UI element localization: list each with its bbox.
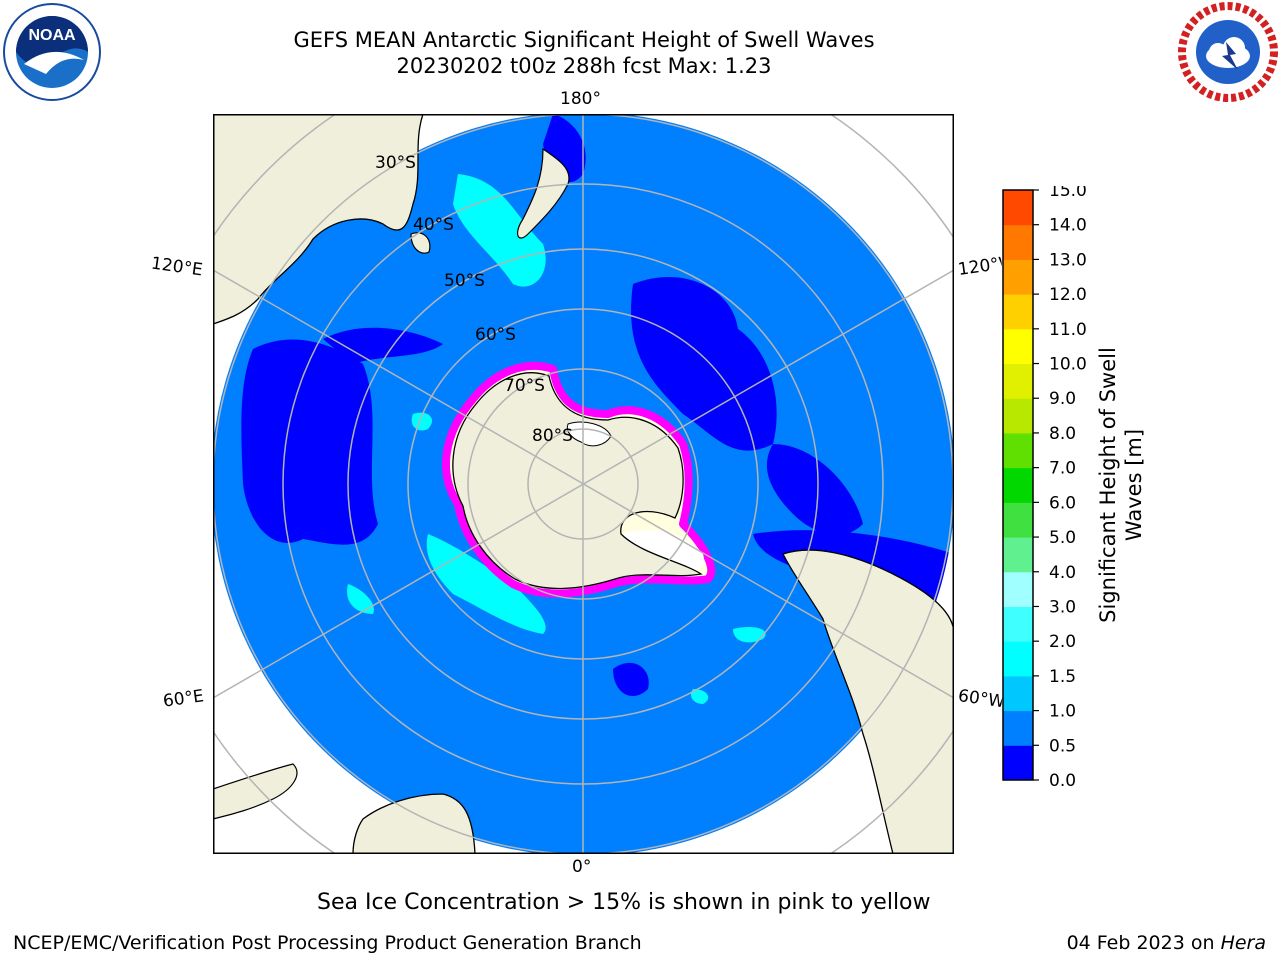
colorbar-tick-label: 4.0 (1049, 563, 1076, 583)
colorbar-segment (1003, 294, 1033, 330)
nws-logo (1178, 2, 1278, 102)
new-zealand-land (516, 147, 570, 239)
colorbar-label-line1: Significant Height of Swell (1096, 347, 1120, 623)
noaa-logo-text: NOAA (28, 27, 76, 44)
moderate-swell-patch (733, 627, 766, 643)
sea-ice-note: Sea Ice Concentration > 15% is shown in … (317, 890, 931, 915)
africa-land (352, 793, 476, 854)
colorbar-tick-label: 0.5 (1049, 736, 1076, 756)
date-stamp: 04 Feb 2023 on Hera (1067, 932, 1266, 954)
colorbar-tick-label: 1.5 (1049, 667, 1076, 687)
colorbar-segment (1003, 745, 1033, 781)
lon-label-120e: 120°E (149, 253, 204, 281)
colorbar-tick-label: 1.0 (1049, 702, 1076, 722)
tasmania-land (410, 232, 431, 254)
colorbar-segment (1003, 224, 1033, 260)
colorbar-segment (1003, 328, 1033, 365)
colorbar-segment (1003, 675, 1033, 712)
forecast-subtitle: 20230202 t00z 288h fcst Max: 1.23 (396, 54, 772, 78)
chart-title: GEFS MEAN Antarctic Significant Height o… (293, 28, 875, 52)
low-swell-region (766, 444, 863, 535)
colorbar-tick-label: 0.0 (1049, 771, 1076, 786)
colorbar-tick-label: 5.0 (1049, 528, 1076, 548)
colorbar-tick-label: 6.0 (1049, 493, 1076, 513)
colorbar-segment (1003, 363, 1033, 399)
lat-label-30s: 30°S (375, 153, 416, 173)
moderate-swell-patch (426, 534, 546, 634)
colorbar-tick-label: 10.0 (1049, 355, 1087, 375)
colorbar-segment (1003, 190, 1033, 226)
colorbar-segment (1003, 710, 1033, 746)
moderate-swell-patch (347, 584, 374, 614)
colorbar-segment (1003, 502, 1033, 538)
madagascar-land (213, 763, 298, 820)
colorbar-label-line2: Waves [m] (1122, 428, 1146, 542)
colorbar-segment (1003, 467, 1033, 503)
south-america-land (782, 549, 954, 854)
colorbar-segment (1003, 641, 1033, 677)
colorbar-tick-label: 9.0 (1049, 389, 1076, 409)
lon-label-60w: 60°W (956, 686, 1004, 712)
colorbar-segment (1003, 571, 1033, 607)
lat-label-80s: 80°S (532, 426, 573, 446)
lat-label-70s: 70°S (504, 376, 545, 396)
lon-label-0: 0° (572, 857, 592, 877)
lat-label-40s: 40°S (413, 215, 454, 235)
colorbar-segment (1003, 259, 1033, 295)
colorbar-tick-label: 14.0 (1049, 216, 1087, 236)
date-text: 04 Feb 2023 on (1066, 932, 1221, 954)
colorbar-segment (1003, 606, 1033, 642)
low-swell-region (323, 327, 443, 364)
colorbar-tick-label: 11.0 (1049, 320, 1087, 340)
colorbar-segment (1003, 432, 1033, 469)
colorbar-segment (1003, 537, 1033, 573)
australia-land (213, 114, 424, 325)
moderate-swell-patch (453, 174, 546, 287)
colorbar-tick-label: 3.0 (1049, 597, 1076, 617)
credit-text: NCEP/EMC/Verification Post Processing Pr… (13, 932, 642, 954)
colorbar-tick-label: 12.0 (1049, 285, 1087, 305)
polar-map: 30°S 40°S 50°S 60°S 70°S 80°S (213, 114, 954, 854)
noaa-logo: NOAA (2, 2, 102, 102)
lon-label-60e: 60°E (161, 686, 206, 712)
colorbar: 0.0 0.5 1.0 1.5 2.0 3.0 4.0 5.0 6.0 7.0 8.0 9.0 10.0… (1000, 181, 1110, 791)
colorbar-segment (1003, 398, 1033, 434)
colorbar-label: Significant Height of Swell Waves [m] (1095, 335, 1155, 635)
colorbar-frame (1002, 189, 1034, 781)
colorbar-tick-label: 15.0 (1049, 186, 1087, 201)
map-frame (213, 114, 954, 854)
colorbar-tick-label: 8.0 (1049, 424, 1076, 444)
lon-label-180: 180° (560, 89, 601, 109)
host-name: Hera (1220, 932, 1266, 954)
lat-label-50s: 50°S (444, 271, 485, 291)
lon-label-120w: 120°W (956, 254, 1004, 280)
lat-label-60s: 60°S (475, 325, 516, 345)
colorbar-tick-label: 13.0 (1049, 250, 1087, 270)
antarctica-ice-shelf (566, 421, 612, 447)
moderate-swell-patch (691, 689, 709, 704)
low-swell-region (613, 662, 649, 697)
colorbar-tick-label: 2.0 (1049, 632, 1076, 652)
moderate-swell-patch (411, 412, 433, 431)
low-swell-region (241, 339, 378, 545)
colorbar-tick-label: 7.0 (1049, 459, 1076, 479)
